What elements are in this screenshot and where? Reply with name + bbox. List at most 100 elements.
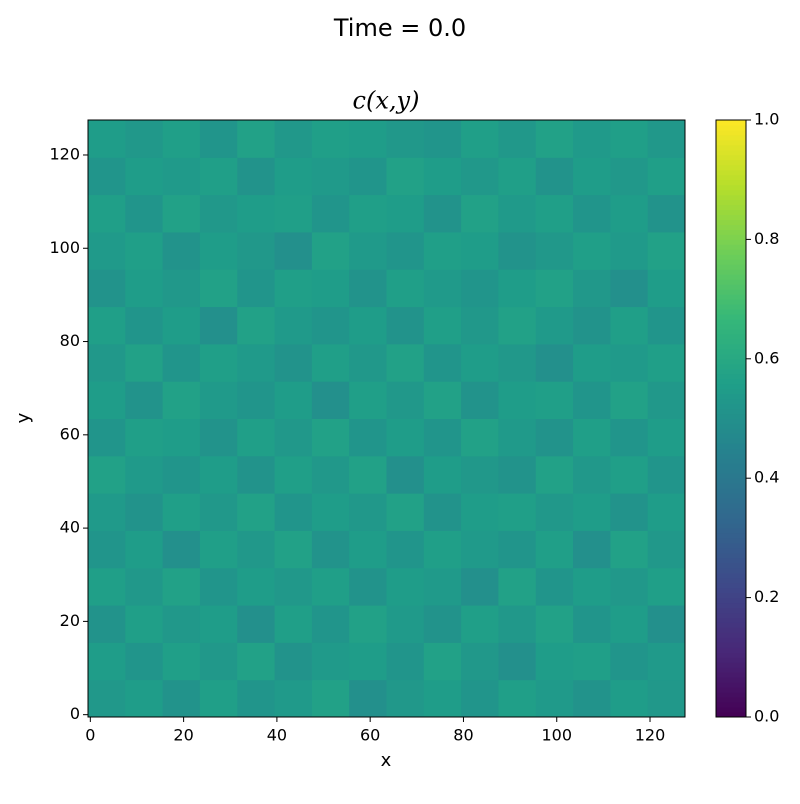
colorbar-segment (716, 383, 746, 390)
heatmap-cell (162, 194, 201, 233)
heatmap-cell (237, 343, 276, 382)
colorbar-segment (716, 652, 746, 658)
colorbar-segment (716, 617, 746, 623)
colorbar-segment (716, 557, 746, 564)
colorbar-segment (716, 319, 746, 325)
heatmap-cell (461, 567, 499, 606)
heatmap-cell (237, 418, 276, 457)
colorbar-segment (716, 498, 746, 504)
heatmap-cell (237, 194, 276, 233)
heatmap-cell (349, 567, 387, 606)
heatmap-cell (535, 120, 574, 158)
colorbar-segment (716, 174, 746, 181)
heatmap-cell (88, 455, 126, 494)
heatmap-cell (125, 567, 164, 606)
heatmap-cell (647, 605, 686, 643)
heatmap-cell (349, 418, 387, 457)
colorbar-segment (716, 403, 746, 410)
colorbar-segment (716, 134, 746, 141)
heatmap-cell (647, 493, 686, 531)
heatmap-cell (610, 567, 649, 606)
heatmap-cell (610, 679, 649, 718)
colorbar-segment (716, 577, 746, 584)
colorbar-segment (716, 189, 746, 196)
colorbar-segment (716, 547, 746, 554)
colorbar-segment (716, 363, 746, 370)
y-tick-label: 120 (49, 144, 80, 163)
colorbar-segment (716, 602, 746, 609)
colorbar-segment (716, 637, 746, 643)
colorbar-segment (716, 274, 746, 280)
heatmap-cell (535, 642, 574, 681)
colorbar-segment (716, 587, 746, 594)
heatmap-cell (162, 605, 201, 643)
colorbar-segment (716, 612, 746, 618)
heatmap-cell (199, 157, 238, 196)
colorbar-segment (716, 493, 746, 499)
heatmap-cell (610, 194, 649, 233)
heatmap-cell (349, 120, 387, 158)
heatmap-cell (423, 306, 462, 345)
colorbar-segment (716, 438, 746, 444)
x-tick-label: 100 (541, 726, 572, 745)
heatmap-cell (386, 455, 425, 494)
heatmap-cell (237, 306, 276, 345)
heatmap-cell (199, 381, 238, 419)
heatmap-cell (237, 157, 276, 196)
heatmap-cell (349, 269, 387, 308)
heatmap-cell (610, 493, 649, 531)
heatmap-cell (573, 194, 611, 233)
heatmap-cell (274, 343, 313, 382)
heatmap-cell (199, 120, 238, 158)
heatmap-cell (461, 381, 499, 419)
heatmap-cell (88, 493, 126, 531)
colorbar-segment (716, 463, 746, 469)
colorbar-tick-label: 0.6 (754, 348, 779, 367)
heatmap-cell (461, 605, 499, 643)
heatmap-cell (274, 605, 313, 643)
colorbar-segment (716, 657, 746, 663)
y-axis-label: y (13, 412, 34, 423)
heatmap-cell (162, 679, 201, 718)
colorbar-segment (716, 343, 746, 350)
heatmap-cell (349, 679, 387, 718)
colorbar-segment (716, 672, 746, 678)
heatmap-cell (461, 679, 499, 718)
heatmap-cell (162, 493, 201, 531)
heatmap-cell (88, 306, 126, 345)
heatmap-cell (610, 343, 649, 382)
heatmap-cell (573, 269, 611, 308)
colorbar-segment (716, 249, 746, 255)
colorbar-segment (716, 323, 746, 330)
heatmap-cell (349, 642, 387, 681)
heatmap-cell (461, 157, 499, 196)
heatmap-cell (535, 231, 574, 270)
colorbar-segment (716, 692, 746, 698)
heatmap-cell (498, 120, 537, 158)
heatmap-cell (461, 642, 499, 681)
heatmap-cell (386, 567, 425, 606)
heatmap-cell (573, 231, 611, 270)
heatmap-cell (610, 418, 649, 457)
colorbar-segment (716, 433, 746, 439)
colorbar-segment (716, 254, 746, 260)
heatmap-cell (535, 493, 574, 531)
heatmap-cell (274, 194, 313, 233)
heatmap-cell (423, 605, 462, 643)
colorbar-segment (716, 527, 746, 534)
heatmap-cell (647, 157, 686, 196)
y-tick-label: 0 (70, 704, 80, 723)
heatmap-cell (461, 231, 499, 270)
heatmap-cell (610, 605, 649, 643)
heatmap-cell (125, 269, 164, 308)
colorbar-segment (716, 234, 746, 240)
y-tick-label: 100 (49, 238, 80, 257)
colorbar-segment (716, 572, 746, 579)
heatmap-cell (610, 157, 649, 196)
heatmap-cell (199, 493, 238, 531)
heatmap-cell (274, 418, 313, 457)
colorbar-segment (716, 314, 746, 320)
heatmap-cell (237, 231, 276, 270)
heatmap-cell (125, 231, 164, 270)
